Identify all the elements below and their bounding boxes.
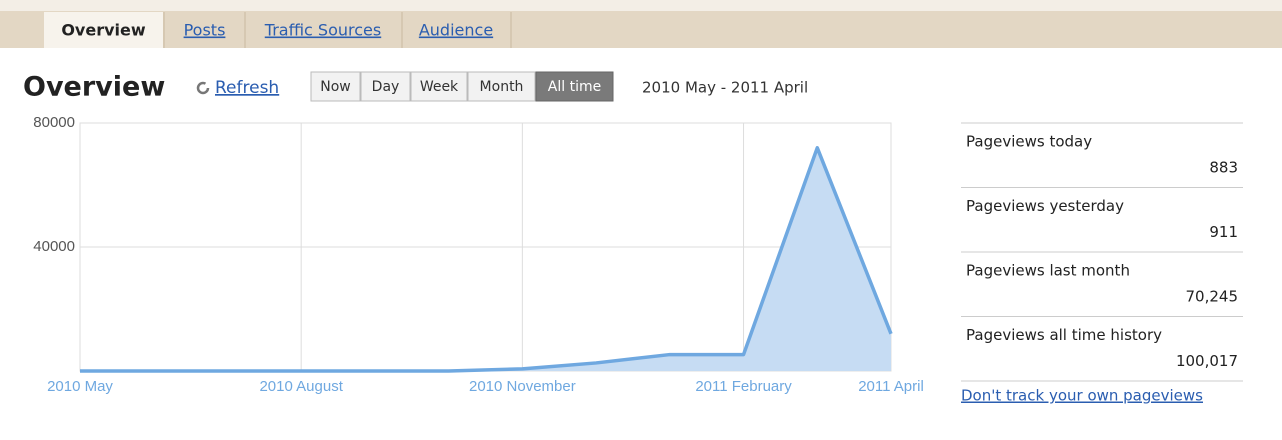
tab[interactable]: Posts	[184, 21, 226, 40]
range-button[interactable]	[410, 71, 468, 102]
range-button-label[interactable]: Month	[480, 79, 524, 95]
tab[interactable]: Audience	[419, 21, 493, 40]
x-tick-label: 2010 May	[47, 378, 113, 395]
x-tick-label: 2011 April	[858, 378, 924, 395]
range-button[interactable]	[535, 71, 614, 102]
x-tick-label: 2010 August	[259, 378, 343, 395]
tab[interactable]: Overview	[61, 21, 146, 40]
range-button-label[interactable]: All time	[548, 79, 601, 95]
range-button-label[interactable]: Now	[320, 79, 351, 95]
page-title: Overview	[23, 72, 165, 103]
stat-value: 911	[1209, 223, 1238, 241]
refresh-icon	[196, 81, 210, 95]
track-link[interactable]: Don't track your own pageviews	[961, 387, 1203, 405]
range-button[interactable]	[467, 71, 536, 102]
y-tick-label: 80000	[33, 114, 75, 131]
stat-value: 70,245	[1186, 288, 1239, 306]
stat-value: 883	[1209, 159, 1238, 177]
y-tick-label: 40000	[33, 238, 75, 255]
stat-label: Pageviews last month	[966, 262, 1130, 280]
x-tick-label: 2011 February	[695, 378, 792, 395]
tab-active-bg	[44, 12, 163, 48]
stat-label: Pageviews all time history	[966, 326, 1162, 344]
range-button[interactable]	[360, 71, 411, 102]
range-button-label[interactable]: Week	[420, 79, 459, 95]
stat-value: 100,017	[1176, 352, 1238, 370]
stat-label: Pageviews today	[966, 133, 1092, 151]
tab[interactable]: Traffic Sources	[264, 21, 381, 40]
area-fill	[80, 147, 891, 371]
stat-label: Pageviews yesterday	[966, 197, 1124, 215]
range-button[interactable]	[310, 71, 361, 102]
range-button-label[interactable]: Day	[372, 79, 400, 95]
x-tick-label: 2010 November	[469, 378, 576, 395]
area-line	[80, 146, 893, 373]
tab-bar-top	[0, 0, 1282, 11]
refresh-link[interactable]: Refresh	[215, 78, 279, 98]
date-range: 2010 May - 2011 April	[642, 79, 808, 97]
